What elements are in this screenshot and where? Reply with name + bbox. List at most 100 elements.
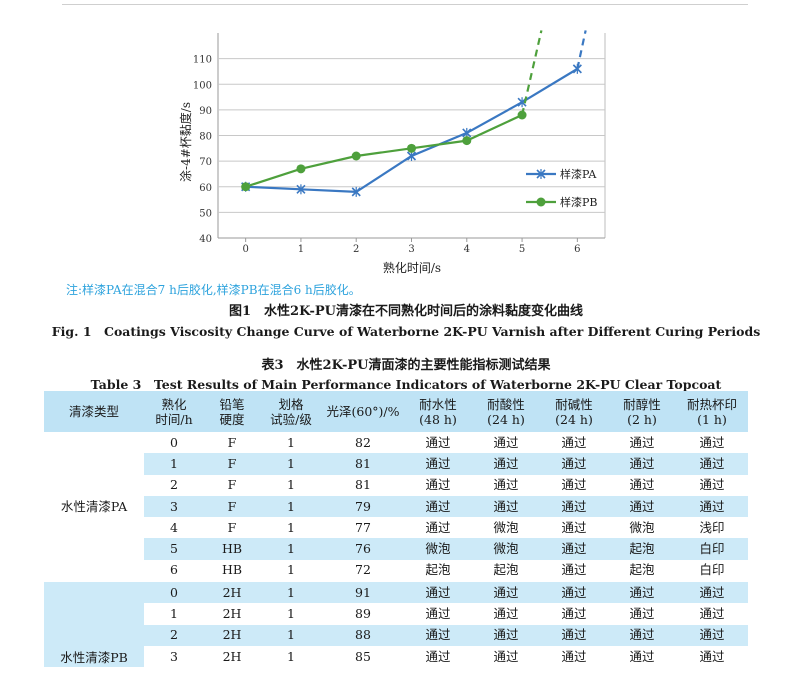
figure-note: 注:样漆PA在混合7 h后胶化,样漆PB在混合6 h后胶化。 — [66, 283, 361, 297]
x-tick-label: 2 — [353, 244, 359, 255]
data-point — [351, 151, 361, 161]
table-cell: 81 — [322, 453, 404, 475]
table-cell: 通过 — [404, 453, 472, 475]
x-tick-label: 5 — [519, 244, 525, 255]
header-line: 铅笔 — [219, 396, 245, 412]
table-cell: 2H — [222, 606, 242, 622]
table-cell: 0 — [144, 581, 204, 604]
table-cell: 白印 — [699, 562, 725, 578]
table-cell: F — [227, 519, 237, 535]
header-line: (24 h) — [487, 411, 525, 427]
table-cell: 通过 — [561, 606, 587, 622]
table-cell: 通过 — [699, 434, 725, 450]
table-header-cell: 耐酸性 (24 h) — [472, 391, 540, 432]
table-cell: 通过 — [676, 453, 748, 475]
series-extension-dashed — [576, 30, 587, 70]
table-cell: 通过 — [493, 477, 519, 493]
chart-legend: 样漆PA 样漆PB — [526, 167, 598, 209]
x-tick-label: 3 — [408, 244, 414, 255]
table-header-cell: 耐水性 (48 h) — [404, 391, 472, 432]
y-tick-labels: 40 50 60 70 80 90 100 110 — [193, 55, 212, 245]
table-cell: 3 — [144, 495, 204, 518]
data-point — [241, 182, 251, 192]
figure-title-cn: 图1 水性2K-PU清漆在不同熟化时间后的涂料黏度变化曲线 — [229, 304, 583, 319]
chart-series — [241, 30, 587, 197]
table-cell: 通过 — [540, 581, 608, 604]
table-cell: 72 — [355, 562, 371, 578]
series-1 — [241, 30, 543, 192]
table-cell: 通过 — [561, 562, 587, 578]
table-cell: 77 — [355, 519, 371, 535]
table-cell: 通过 — [608, 624, 676, 646]
table-cell: 82 — [355, 434, 371, 450]
table-cell: 通过 — [425, 648, 451, 664]
table-cell: 88 — [322, 624, 404, 646]
table-cell: 通过 — [699, 606, 725, 622]
header-line: (2 h) — [627, 411, 657, 427]
table-cell: 通过 — [472, 495, 540, 518]
table-cell: 79 — [322, 495, 404, 518]
x-axis-label: 熟化时间/s — [383, 260, 441, 275]
table-cell: 浅印 — [699, 519, 725, 535]
legend-item-1: 样漆PB — [526, 195, 598, 209]
table-cell: 通过 — [561, 434, 587, 450]
table-cell: 1 — [144, 453, 204, 475]
table-cell: F — [227, 434, 237, 450]
chart-gridlines — [217, 33, 606, 242]
table-cell: 微泡 — [404, 538, 472, 560]
header-line: 光泽(60°)/% — [326, 404, 400, 419]
table-cell: 4 — [170, 519, 178, 535]
table-cell: 通过 — [629, 477, 655, 493]
table-cell: 通过 — [699, 477, 725, 493]
table-cell: 通过 — [676, 495, 748, 518]
y-tick-label: 100 — [193, 80, 212, 91]
y-tick-label: 50 — [199, 208, 212, 219]
table-cell: 通过 — [472, 624, 540, 646]
table-cell: 1 — [170, 606, 178, 622]
varnish-type-cell: 水性清漆PB — [44, 581, 144, 668]
header-line: 耐热杯印 — [686, 396, 737, 412]
table-cell: 2H — [204, 581, 260, 604]
page-top-rule — [62, 4, 748, 5]
table-cell: 2H — [204, 624, 260, 646]
y-tick-label: 90 — [199, 106, 212, 117]
table-row: 3 F 1 79 通过 通过 通过 通过 通过 — [44, 495, 748, 518]
table-cell: 0 — [170, 434, 178, 450]
table-cell: 通过 — [608, 495, 676, 518]
table-cell: 起泡 — [608, 538, 676, 560]
series-extension-dashed — [520, 30, 543, 116]
table-cell: 通过 — [540, 453, 608, 475]
table-header-cell: 耐醇性 (2 h) — [608, 391, 676, 432]
results-table: 清漆类型 熟化 时间/h 铅笔 硬度 划格 试验/级 光泽(60°)/% 耐水性 (48 h) 耐酸… — [44, 391, 748, 668]
legend-marker — [536, 197, 546, 207]
table-title-en: Table 3 Test Results of Main Performance… — [90, 377, 722, 392]
table-cell: 微泡 — [472, 538, 540, 560]
table-cell: 通过 — [540, 495, 608, 518]
table-cell: 通过 — [540, 538, 608, 560]
table-cell: 1 — [260, 495, 322, 518]
table-cell: 通过 — [425, 434, 451, 450]
data-point — [407, 143, 416, 153]
table-cell: 起泡 — [425, 562, 451, 578]
table-cell: 通过 — [629, 648, 655, 664]
table-cell: 通过 — [404, 624, 472, 646]
legend-label: 样漆PA — [560, 167, 597, 181]
x-tick-label: 6 — [574, 244, 580, 255]
table-header-cell: 耐碱性 (24 h) — [540, 391, 608, 432]
table-cell: 1 — [260, 581, 322, 604]
x-tick-label: 0 — [242, 244, 248, 255]
y-tick-label: 40 — [199, 234, 212, 245]
table-cell: 通过 — [493, 606, 519, 622]
series-line — [245, 114, 523, 188]
table-cell: 起泡 — [493, 562, 519, 578]
table-cell: 1 — [287, 606, 295, 622]
table-cell: 6 — [170, 562, 178, 578]
data-point — [517, 110, 527, 120]
table-cell: 通过 — [561, 648, 587, 664]
y-axis-label: 涂-4#杯黏度/s — [178, 102, 193, 182]
table-row: 1 F 1 81 通过 通过 通过 通过 通过 — [44, 453, 748, 475]
table-cell: 通过 — [561, 477, 587, 493]
table-cell: 通过 — [425, 606, 451, 622]
header-line: 耐水性 — [419, 396, 457, 412]
series-0 — [241, 30, 587, 197]
